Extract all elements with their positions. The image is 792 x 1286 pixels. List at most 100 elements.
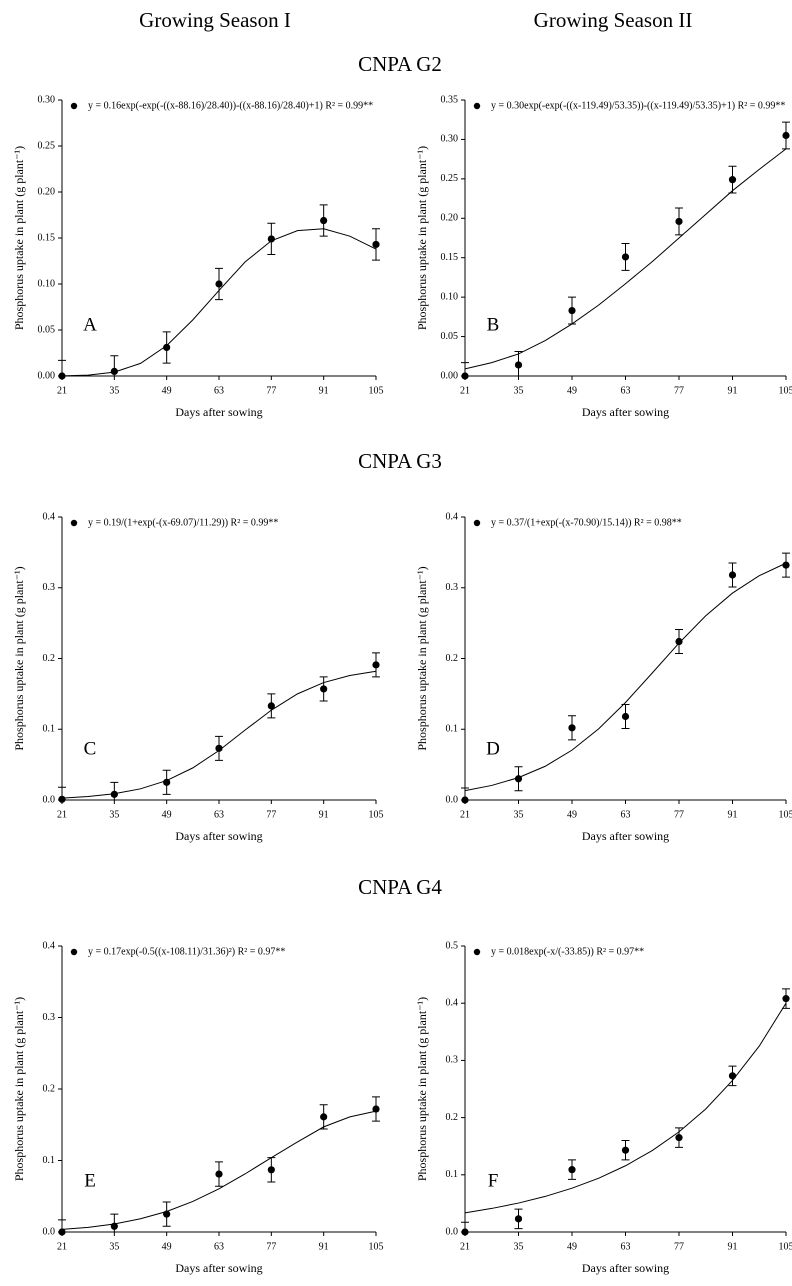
x-tick-label: 63	[214, 809, 224, 820]
x-tick-label: 49	[162, 1241, 172, 1252]
column-title: Growing Season I	[139, 8, 291, 32]
y-tick-label: 0.2	[446, 653, 459, 664]
data-point	[163, 778, 171, 786]
y-tick-label: 0.35	[441, 94, 459, 105]
column-title: Growing Season II	[534, 8, 693, 32]
data-point	[461, 1228, 469, 1236]
y-tick-label: 0.4	[43, 511, 56, 522]
row-title: CNPA G4	[358, 875, 442, 899]
x-tick-label: 49	[567, 385, 577, 396]
y-tick-label: 0.5	[446, 940, 459, 951]
data-point	[621, 712, 630, 721]
y-tick-label: 0.3	[43, 582, 56, 593]
y-tick-label: 0.1	[446, 1169, 459, 1180]
x-tick-label: 21	[460, 385, 470, 396]
data-point	[461, 796, 469, 804]
x-tick-label: 77	[674, 1241, 684, 1252]
x-tick-label: 91	[319, 1241, 329, 1252]
x-tick-label: 91	[319, 809, 329, 820]
x-tick-label: 63	[621, 385, 631, 396]
y-tick-label: 0.3	[446, 1055, 459, 1066]
data-point	[215, 280, 223, 288]
y-tick-label: 0.25	[38, 140, 56, 151]
data-point	[320, 216, 328, 225]
fit-line	[61, 228, 377, 377]
legend-marker	[473, 519, 481, 527]
data-point	[675, 637, 683, 646]
data-point	[675, 217, 683, 226]
y-tick-label: 0.15	[441, 252, 459, 263]
x-tick-label: 105	[369, 809, 384, 820]
data-point	[514, 1215, 523, 1223]
y-tick-label: 0.20	[441, 213, 459, 224]
x-axis-label: Days after sowing	[175, 1261, 262, 1275]
data-point	[320, 1113, 328, 1121]
data-point	[58, 1228, 66, 1236]
y-tick-label: 0.1	[43, 1155, 56, 1166]
x-tick-label: 105	[369, 385, 384, 396]
data-point	[372, 240, 380, 249]
data-point	[568, 724, 576, 732]
legend-marker	[70, 948, 78, 956]
data-point	[782, 131, 790, 140]
y-tick-label: 0.00	[441, 370, 459, 381]
y-tick-label: 0.1	[446, 724, 459, 735]
legend-label: y = 0.37/(1+exp(-(x-70.90)/15.14)) R² = …	[491, 517, 682, 528]
x-tick-label: 63	[621, 1241, 631, 1252]
x-tick-label: 21	[57, 1241, 67, 1252]
y-tick-label: 0.4	[446, 511, 459, 522]
x-tick-label: 77	[266, 385, 276, 396]
legend-label: y = 0.16exp(-exp(-((x-88.16)/28.40))-((x…	[88, 100, 373, 111]
y-axis-label: Phosphorus uptake in plant (g plant⁻¹)	[12, 146, 26, 330]
data-point	[728, 176, 737, 184]
fit-line	[464, 1002, 787, 1214]
y-tick-label: 0.0	[446, 1226, 459, 1237]
x-tick-label: 91	[319, 385, 329, 396]
panel-label: C	[84, 738, 97, 759]
data-point	[267, 235, 275, 243]
y-tick-label: 0.30	[441, 134, 459, 145]
data-point	[675, 1134, 683, 1142]
x-tick-label: 35	[109, 1241, 119, 1252]
data-point	[110, 790, 118, 798]
x-tick-label: 105	[779, 1241, 792, 1252]
legend-marker	[473, 102, 481, 110]
x-axis-label: Days after sowing	[582, 1261, 669, 1275]
panel-label: F	[488, 1170, 499, 1191]
x-tick-label: 21	[460, 809, 470, 820]
legend-label: y = 0.018exp(-x/(-33.85)) R² = 0.97**	[491, 946, 644, 957]
data-point	[621, 1146, 630, 1154]
x-axis-label: Days after sowing	[582, 405, 669, 419]
panel-label: E	[84, 1170, 96, 1191]
x-tick-label: 21	[460, 1241, 470, 1252]
y-axis-label: Phosphorus uptake in plant (g plant⁻¹)	[12, 566, 26, 750]
y-tick-label: 0.10	[38, 278, 56, 289]
y-tick-label: 0.15	[38, 232, 56, 243]
data-point	[267, 702, 275, 710]
data-point	[163, 343, 171, 352]
y-tick-label: 0.0	[446, 794, 459, 805]
x-tick-label: 49	[567, 809, 577, 820]
x-tick-label: 49	[567, 1241, 577, 1252]
data-point	[461, 372, 469, 380]
x-tick-label: 91	[728, 809, 738, 820]
y-tick-label: 0.20	[38, 186, 56, 197]
y-axis-label: Phosphorus uptake in plant (g plant⁻¹)	[12, 997, 26, 1181]
x-tick-label: 77	[674, 809, 684, 820]
y-tick-label: 0.0	[43, 1226, 56, 1237]
x-tick-label: 91	[728, 1241, 738, 1252]
data-point	[58, 372, 66, 380]
y-tick-label: 0.05	[441, 331, 459, 342]
data-point	[568, 306, 576, 315]
row-title: CNPA G3	[358, 449, 442, 473]
y-axis-label: Phosphorus uptake in plant (g plant⁻¹)	[415, 566, 429, 750]
y-axis-label: Phosphorus uptake in plant (g plant⁻¹)	[415, 146, 429, 330]
x-tick-label: 77	[674, 385, 684, 396]
legend-label: y = 0.17exp(-0.5((x-108.11)/31.36)²) R² …	[88, 946, 285, 957]
data-point	[621, 253, 630, 261]
x-tick-label: 77	[266, 1241, 276, 1252]
y-tick-label: 0.05	[38, 324, 56, 335]
y-tick-label: 0.4	[446, 997, 459, 1008]
row-title: CNPA G2	[358, 52, 442, 76]
